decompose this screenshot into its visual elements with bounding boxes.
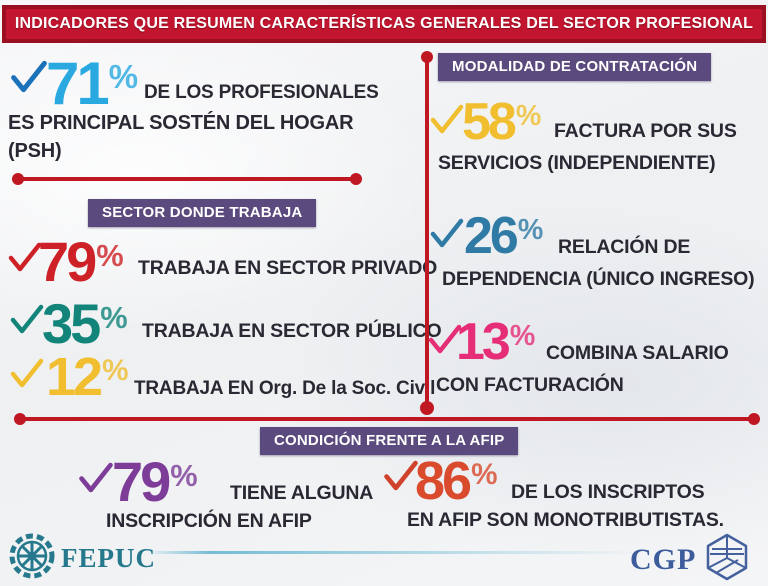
percent-sign: %	[517, 213, 544, 246]
divider-dot	[12, 173, 24, 185]
check-icon	[8, 242, 42, 272]
stat-psh-value: 71%	[46, 50, 139, 117]
percent-sign: %	[515, 99, 542, 132]
stat-psh-line3: (PSH)	[8, 140, 62, 162]
cgp-hexagon-icon	[702, 532, 752, 586]
stat-monotributistas: 86% DE LOS INSCRIPTOS EN AFIP SON MONOTR…	[383, 452, 743, 542]
stat-factura: 58% FACTURA POR SUS SERVICIOS (INDEPENDI…	[428, 90, 764, 180]
stat-line1: COMBINA SALARIO	[546, 342, 729, 364]
stat-value: 13%	[456, 313, 536, 371]
check-icon	[10, 358, 44, 388]
stat-value: 58%	[462, 93, 542, 151]
check-icon	[430, 218, 464, 248]
stat-sector-privado: 79% TRABAJA EN SECTOR PRIVADO	[8, 230, 437, 293]
percent-sign: %	[102, 354, 129, 388]
divider-line-vertical	[425, 57, 429, 407]
check-icon	[383, 460, 419, 491]
stat-value: 35%	[42, 292, 128, 355]
check-icon	[428, 324, 462, 354]
fepuc-wheel-icon	[8, 532, 56, 585]
stat-psh-line1: DE LOS PROFESIONALES	[144, 82, 379, 103]
check-icon	[10, 60, 48, 93]
divider-dot	[748, 413, 760, 425]
stat-line1: RELACIÓN DE	[558, 236, 691, 258]
stat-inscripcion: 79% TIENE ALGUNA INSCRIPCIÓN EN AFIP	[78, 452, 378, 542]
stat-line1: FACTURA POR SUS	[554, 120, 737, 142]
divider-dot	[420, 401, 434, 415]
check-icon	[10, 304, 44, 334]
stat-label: TRABAJA EN SECTOR PRIVADO	[138, 257, 438, 279]
percent-sign: %	[170, 457, 198, 493]
header-banner: INDICADORES QUE RESUMEN CARACTERÍSTICAS …	[2, 5, 766, 43]
divider-line-bottom	[20, 417, 752, 421]
stat-line1: DE LOS INSCRIPTOS	[511, 481, 705, 503]
stat-label: TRABAJA EN SECTOR PÚBLICO	[142, 320, 442, 342]
percent-sign: %	[509, 319, 536, 352]
divider-line-psh	[18, 177, 356, 181]
stat-line2: SERVICIOS (INDEPENDIENTE)	[438, 152, 716, 174]
check-icon	[78, 462, 114, 493]
section-badge-modalidad: MODALIDAD DE CONTRATACIÓN	[438, 53, 712, 81]
divider-dot	[14, 413, 26, 425]
fepuc-logo-text: FEPUC	[61, 543, 156, 573]
stat-line1: TIENE ALGUNA	[230, 482, 374, 504]
stat-value: 79%	[38, 230, 124, 293]
divider-dot	[421, 51, 433, 63]
percent-sign: %	[471, 458, 498, 492]
cgp-logo: CGP	[630, 532, 752, 586]
page-title: INDICADORES QUE RESUMEN CARACTERÍSTICAS …	[14, 15, 754, 32]
stat-sector-soc-civil: 12% TRABAJA EN Org. De la Soc. Civil	[8, 347, 435, 407]
stat-psh-line2: ES PRINCIPAL SOSTÉN DEL HOGAR	[8, 112, 354, 134]
stat-value: 79%	[112, 450, 198, 513]
stat-line2: EN AFIP SON MONOTRIBUTISTAS.	[407, 509, 724, 531]
cgp-logo-text: CGP	[630, 542, 697, 576]
percent-sign: %	[108, 57, 139, 95]
stat-value: 86%	[415, 451, 498, 511]
stat-psh: 71% DE LOS PROFESIONALES ES PRINCIPAL SO…	[8, 52, 418, 172]
divider-dot	[350, 173, 362, 185]
stat-line2: INSCRIPCIÓN EN AFIP	[106, 510, 312, 532]
footer-divider-line	[152, 551, 640, 554]
fepuc-logo: FEPUC	[8, 532, 156, 585]
percent-sign: %	[96, 237, 124, 273]
section-badge-sector: SECTOR DONDE TRABAJA	[88, 199, 317, 227]
stat-label: TRABAJA EN Org. De la Soc. Civil	[134, 378, 436, 399]
stat-line2: DEPENDENCIA (ÚNICO INGRESO)	[442, 268, 755, 290]
check-icon	[430, 104, 464, 134]
stat-value: 26%	[464, 207, 544, 265]
stat-line2: CON FACTURACIÓN	[436, 374, 624, 396]
stat-value: 12%	[46, 347, 129, 407]
stat-combina: 13% COMBINA SALARIO CON FACTURACIÓN	[428, 312, 764, 402]
section-badge-afip: CONDICIÓN FRENTE A LA AFIP	[260, 427, 519, 455]
percent-sign: %	[100, 299, 128, 335]
stat-dependencia: 26% RELACIÓN DE DEPENDENCIA (ÚNICO INGRE…	[428, 206, 764, 296]
stat-sector-publico: 35% TRABAJA EN SECTOR PÚBLICO	[8, 292, 442, 355]
